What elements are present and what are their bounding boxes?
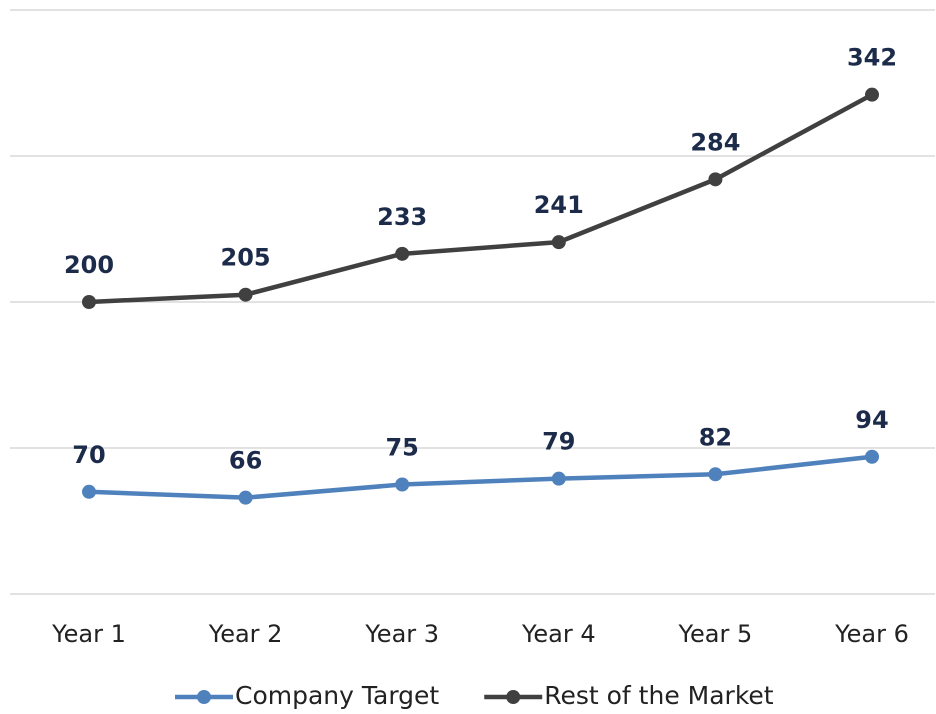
data-label: 200 — [64, 251, 114, 279]
data-point — [238, 490, 253, 505]
legend-label: Rest of the Market — [544, 681, 774, 710]
data-point — [865, 449, 879, 464]
x-tick-label: Year 2 — [208, 620, 283, 648]
x-tick-label: Year 6 — [834, 620, 909, 648]
x-tick-label: Year 1 — [51, 620, 126, 648]
data-label: 82 — [699, 423, 732, 451]
data-point — [865, 87, 879, 102]
legend-label: Company Target — [235, 681, 439, 710]
data-label: 79 — [542, 428, 575, 456]
x-tick-label: Year 5 — [678, 620, 753, 648]
data-point — [238, 287, 253, 302]
series-line — [88, 92, 874, 305]
data-point — [708, 467, 723, 482]
data-point — [82, 295, 96, 309]
x-tick-label: Year 3 — [364, 620, 439, 648]
data-point — [708, 172, 723, 187]
legend-marker — [197, 690, 211, 704]
data-point — [395, 246, 410, 261]
data-point — [551, 471, 566, 486]
data-label: 342 — [847, 44, 897, 72]
data-point — [551, 235, 566, 250]
data-label: 70 — [72, 441, 105, 469]
data-label: 233 — [377, 203, 427, 231]
data-point — [82, 484, 96, 499]
data-label: 241 — [534, 191, 584, 219]
series-line — [88, 454, 873, 500]
data-label: 284 — [690, 128, 740, 156]
data-label: 66 — [229, 447, 262, 475]
data-label: 94 — [855, 406, 888, 434]
data-label: 205 — [221, 244, 271, 272]
data-point — [395, 477, 410, 492]
x-tick-label: Year 4 — [521, 620, 596, 648]
legend-marker — [506, 690, 521, 704]
data-label: 75 — [385, 434, 418, 462]
